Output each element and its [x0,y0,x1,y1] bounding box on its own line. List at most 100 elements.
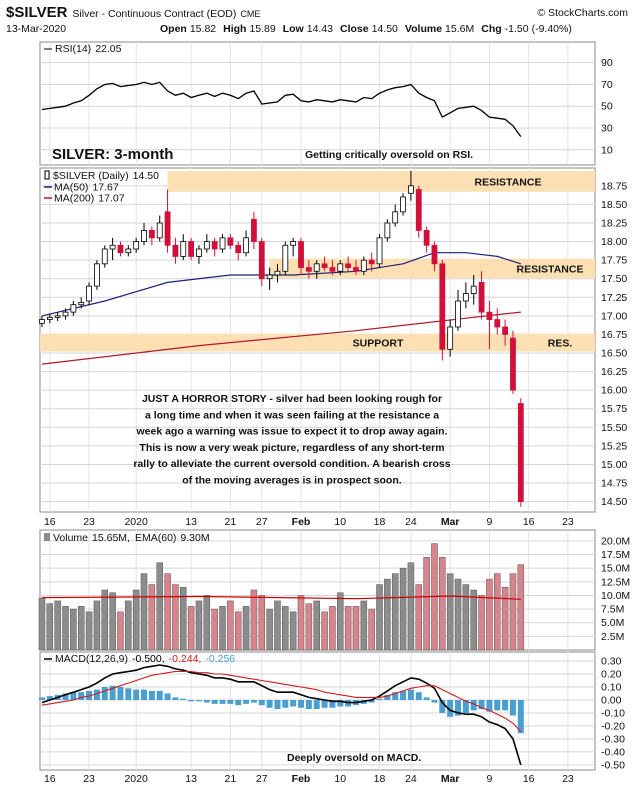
legend-part: RSI(14) [55,43,91,55]
y-tick-label: 5.0M [601,617,624,629]
y-tick-label: 17.75 [601,255,627,267]
histogram-bar [384,694,391,700]
y-tick-label: 16.25 [601,366,627,378]
histogram-bar [305,699,312,710]
histogram-bar [203,699,210,703]
legend-part: -0.500, [132,653,165,665]
histogram-bar [400,690,407,700]
x-tick-label: 10 [334,773,346,785]
histogram-bar [78,692,85,700]
candle-body [290,241,297,246]
histogram-bar [392,692,399,700]
histogram-bar [188,699,195,702]
candle-body [470,285,477,294]
y-tick-label: 10 [601,144,613,156]
histogram-bar [70,692,77,700]
band-label: SUPPORT [353,338,404,350]
x-tick-label: 13 [185,516,197,528]
volume-bar [415,584,423,651]
volume-bar [517,564,525,651]
volume-bar [478,595,485,651]
histogram-bar [117,687,124,700]
histogram-bar [101,687,108,700]
histogram-bar [415,692,422,700]
candle-body [447,326,454,350]
y-tick-label: 16.75 [601,329,627,341]
histogram-bar [455,699,462,716]
candle-body [400,196,406,213]
volume-bar [289,611,297,651]
candle-body [203,241,210,250]
band-label: RES. [548,338,573,350]
y-tick-label: 0.30 [601,656,622,668]
y-tick-label: 18.00 [601,236,627,248]
y-tick-label: 17.25 [601,292,627,304]
line [41,664,522,766]
volume-bar [509,573,517,651]
histogram-bar [219,699,226,704]
candle-body [141,230,147,242]
volume-bar [446,573,454,651]
candle-body [517,403,524,502]
volume-bar [313,600,320,651]
candle-body [188,241,195,257]
candle-body [62,311,69,317]
candle-body [431,244,438,265]
x-tick-label: 24 [405,516,417,528]
candle-body [329,267,336,272]
volume-bar [266,608,273,651]
candle-body [502,326,509,335]
volume-bar [109,592,116,651]
volume-bar [164,573,171,651]
histogram-bar [266,699,273,708]
histogram-bar [423,697,430,700]
volume-bar [132,589,140,651]
y-tick-label: -0.20 [601,720,625,732]
header-stats-part: Volume [405,23,442,35]
candle-body [384,222,391,239]
y-tick-label: -0.50 [601,759,625,771]
chart-title-part: Silver - Continuous Contract (EOD) [72,8,236,20]
y-tick-label: 15.75 [601,403,627,415]
volume-bar [93,600,101,651]
date: 13-Mar-2020 [6,23,66,35]
legend-part: 17.07 [98,193,124,205]
volume-bar [125,600,132,651]
histogram-bar [329,699,336,708]
y-tick-label: 90 [601,57,613,69]
volume-bar [399,567,407,651]
histogram-bar [211,699,218,704]
histogram-bar [376,698,383,700]
histogram-bar [141,689,148,700]
y-tick-label: 2.5M [601,631,624,643]
candle-body [353,267,359,272]
volume-bar [54,600,61,651]
histogram-bar [156,690,163,700]
header-stats-part: High [223,23,246,35]
x-tick-label: 21 [225,773,237,785]
x-tick-label: 13 [185,773,197,785]
volume-bar [85,611,93,651]
candle-body [266,274,273,280]
candle-body [148,230,155,239]
volume-bar [62,606,69,651]
histogram-bar [243,699,250,704]
line [41,81,522,137]
y-tick-label: 18.75 [601,180,627,192]
volume-bar [38,597,46,651]
volume-bar [250,589,258,651]
legend-part: MA(200) [54,193,94,205]
x-tick-label: 21 [225,516,237,528]
histogram-bar [93,689,100,700]
candle-body [227,237,234,246]
candle-body [211,241,218,250]
x-tick-label: 27 [256,773,268,785]
histogram-bar [486,699,493,712]
x-tick-label: 16 [44,773,56,785]
legend: $SILVER (Daily) 14.50 [53,170,159,182]
volume-bar [77,606,85,651]
candle-body [86,285,92,302]
chart-title-part: CME [240,9,260,19]
y-tick-label: 30 [601,122,613,134]
